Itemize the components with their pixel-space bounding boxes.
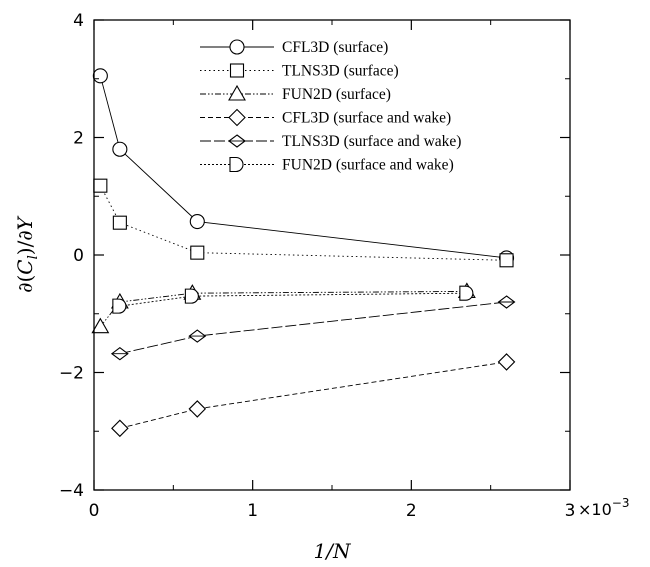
- legend-item: FUN2D (surface and wake): [200, 157, 454, 174]
- series-2: [93, 178, 514, 268]
- axes: 0 1 2 3 −4 −2 0 2 4: [59, 11, 575, 521]
- legend-item: CFL3D (surface and wake): [200, 108, 451, 127]
- x-tick-label: 0: [89, 501, 100, 521]
- data-point: [190, 245, 205, 260]
- legend-label: FUN2D (surface and wake): [282, 157, 454, 174]
- legend-marker: [228, 108, 246, 127]
- legend-label: CFL3D (surface and wake): [282, 110, 451, 127]
- series-line: [119, 361, 507, 429]
- x-tick-label: 2: [406, 501, 417, 521]
- legend-marker: [229, 156, 244, 173]
- legend-item: CFL3D (surface): [200, 39, 388, 56]
- series-line: [99, 290, 467, 327]
- data-point: [189, 213, 205, 230]
- x-scale-base: ×10: [578, 500, 612, 519]
- data-point: [499, 253, 514, 268]
- legend-marker: [229, 39, 245, 55]
- legend-label: FUN2D (surface): [282, 86, 391, 103]
- data-point: [92, 68, 108, 84]
- y-tick-label: 0: [73, 246, 84, 266]
- y-tick-label: 4: [73, 11, 84, 31]
- legend-item: TLNS3D (surface): [200, 63, 399, 80]
- legend: CFL3D (surface) TLNS3D (surface) FUN2D (su…: [200, 39, 461, 174]
- data-point: [497, 353, 516, 371]
- data-point: [184, 288, 199, 304]
- series-5: [110, 295, 516, 361]
- data-point: [497, 295, 516, 309]
- series-line: [99, 185, 507, 261]
- x-axis-title: 1/N: [314, 539, 352, 563]
- data-point: [93, 178, 108, 193]
- series-6: [112, 285, 474, 314]
- data-point: [111, 419, 129, 438]
- y-axis-title: ∂(Cl)/∂Y: [13, 215, 41, 293]
- legend-marker: [228, 84, 246, 101]
- data-point: [188, 329, 207, 343]
- legend-item: TLNS3D (surface and wake): [200, 133, 461, 150]
- data-point: [112, 215, 127, 230]
- x-scale-exponent: −3: [612, 496, 630, 510]
- y-title-base: C: [13, 259, 37, 274]
- series-line: [119, 292, 467, 307]
- data-point: [112, 298, 127, 314]
- y-tick-label: −2: [59, 364, 84, 384]
- y-title-sub: l: [26, 255, 41, 259]
- y-title-post: )/∂: [13, 230, 37, 255]
- data-point: [459, 285, 474, 301]
- series-line: [99, 75, 507, 259]
- legend-item: FUN2D (surface): [200, 84, 391, 103]
- x-tick-label: 3: [565, 501, 576, 521]
- series-line: [119, 301, 507, 355]
- x-scale-note: ×10−3: [578, 496, 629, 519]
- y-title-pre: ∂(: [13, 275, 37, 293]
- y-tick-label: 2: [73, 129, 84, 149]
- legend-label: TLNS3D (surface): [282, 63, 399, 80]
- legend-label: CFL3D (surface): [282, 39, 388, 56]
- y-tick-label: −4: [59, 481, 84, 501]
- data-point: [110, 347, 129, 361]
- legend-marker: [228, 134, 246, 148]
- legend-label: TLNS3D (surface and wake): [282, 133, 461, 150]
- data-point: [112, 141, 128, 157]
- series-3: [91, 282, 476, 334]
- x-tick-label: 1: [247, 501, 258, 521]
- legend-marker: [229, 63, 245, 78]
- y-title-var: Y: [13, 215, 37, 230]
- data-point: [91, 317, 110, 334]
- plot-area: [91, 68, 516, 438]
- series-4: [111, 353, 516, 438]
- data-point: [188, 400, 207, 418]
